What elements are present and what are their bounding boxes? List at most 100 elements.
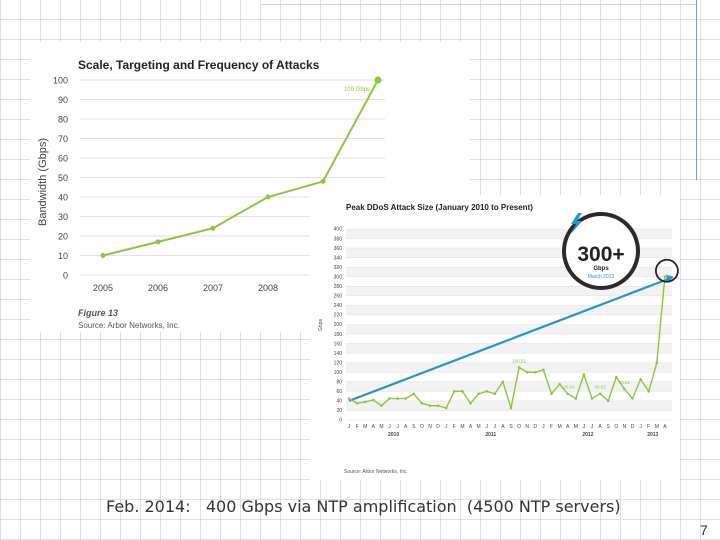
chart2-point: [355, 401, 359, 405]
chart2-month-label: J: [388, 424, 391, 430]
slide-top-rule: [262, 4, 696, 5]
chart2-month-label: A: [598, 424, 602, 430]
chart2-point: [558, 382, 561, 386]
chart2-point: [436, 404, 440, 407]
chart2-month-label: M: [574, 424, 578, 430]
chart2-grid-band: [346, 314, 672, 325]
chart2-month-label: A: [501, 424, 505, 430]
chart2-y-tick-label: 200: [334, 322, 343, 328]
chart2-point-label: 83.61: [619, 380, 631, 385]
chart1-x-tick-label: 2007: [203, 283, 223, 293]
chart2-y-tick-label: 100: [334, 370, 343, 376]
chart1-y-tick-label: 50: [58, 173, 68, 183]
chart2-grid-band: [346, 324, 672, 335]
chart2-month-label: J: [542, 424, 545, 430]
chart2-month-label: A: [663, 424, 667, 430]
chart1-x-tick-label: 2005: [93, 283, 113, 293]
chart2-month-label: S: [412, 424, 416, 430]
chart2-grid-band: [346, 295, 672, 306]
chart2-point-label: 86.02: [594, 385, 606, 390]
chart2-point: [566, 392, 569, 396]
chart2-month-label: J: [396, 424, 399, 430]
chart2-y-tick-label: 220: [334, 313, 343, 319]
chart1-title: Scale, Targeting and Frequency of Attack…: [78, 58, 320, 72]
chart2-grid-band: [346, 286, 672, 296]
chart2-month-label: D: [631, 424, 635, 430]
chart2-point: [412, 392, 416, 396]
chart2-y-tick-label: 0: [339, 418, 342, 424]
chart2-point: [615, 375, 618, 379]
chart1-point: [155, 239, 161, 245]
slide-caption: Feb. 2014: 400 Gbps via NTP amplificatio…: [106, 497, 621, 516]
chart2-badge-date: March 2013: [588, 274, 615, 280]
chart2-point: [501, 380, 505, 384]
chart2-point: [606, 399, 610, 403]
chart2-point: [363, 400, 367, 404]
chart2-month-label: M: [379, 424, 383, 430]
chart1-y-tick-label: 90: [58, 95, 68, 105]
chart2-month-label: J: [591, 424, 594, 430]
chart1-point: [374, 76, 382, 84]
chart2-series-line: [348, 276, 666, 409]
chart2-badge-unit: Gbps: [593, 266, 609, 272]
chart1-point: [265, 194, 271, 200]
chart2-y-tick-label: 340: [334, 255, 343, 261]
chart2-trend-arrowhead: [665, 274, 674, 283]
chart2-month-label: J: [494, 424, 497, 430]
chart1-series-line: [102, 79, 379, 257]
chart1-y-tick-label: 100: [53, 76, 68, 86]
chart2-grid-band: [346, 381, 672, 392]
chart2-grid-band: [346, 391, 672, 401]
chart2-y-tick-label: 20: [336, 408, 342, 414]
chart2-month-label: S: [607, 424, 611, 430]
chart2-month-label: F: [647, 424, 650, 430]
chart2-point: [453, 390, 456, 393]
chart2-highlight-ring: [654, 258, 679, 283]
chart2-month-label: O: [614, 424, 618, 430]
chart2-y-axis-label: Gbps: [318, 319, 324, 331]
chart2-month-label: J: [583, 424, 586, 430]
chart1-figure-label: Figure 13: [78, 308, 118, 318]
chart2-point: [388, 397, 391, 400]
chart2-year-label: 2012: [582, 432, 593, 438]
chart2-point: [404, 397, 407, 400]
chart2-point: [420, 401, 424, 405]
chart2-grid-band: [346, 248, 672, 258]
chart2-title: Peak DDoS Attack Size (January 2010 to P…: [346, 203, 533, 212]
chart2-month-label: F: [356, 424, 359, 430]
chart1-y-tick-label: 70: [58, 134, 68, 144]
chart1-y-tick-label: 20: [58, 232, 68, 242]
chart1-point: [100, 253, 106, 258]
chart2-point: [639, 378, 642, 381]
chart2-point: [485, 390, 488, 393]
slide-corner-rule: [696, 0, 697, 180]
chart2-point: [347, 397, 351, 400]
chart2-point: [574, 397, 578, 400]
chart2-point: [477, 392, 480, 396]
chart2-grid-band: [346, 229, 672, 239]
chart2-month-label: M: [655, 424, 659, 430]
chart2-month-label: D: [436, 424, 440, 430]
chart2-point: [380, 404, 383, 407]
chart2-month-label: O: [517, 424, 521, 430]
chart2-month-label: N: [623, 424, 627, 430]
chart2-month-label: A: [372, 424, 376, 430]
chart1-annotation: 100 Gbps: [344, 87, 370, 93]
chart2-y-tick-label: 300: [334, 274, 343, 280]
chart2-month-label: A: [566, 424, 570, 430]
chart2-grid-band: [346, 343, 672, 354]
chart1-point: [320, 178, 326, 184]
peak-ddos-chart-panel: Peak DDoS Attack Size (January 2010 to P…: [310, 195, 680, 480]
chart2-point-label: 100.04: [561, 385, 575, 390]
chart2-month-label: J: [348, 424, 351, 430]
chart2-point: [509, 406, 513, 410]
chart2-point: [582, 373, 586, 376]
chart2-y-tick-label: 80: [336, 380, 342, 386]
chart2-grid-band: [346, 219, 672, 229]
chart2-y-tick-label: 360: [334, 246, 343, 252]
chart2-y-tick-label: 260: [334, 294, 343, 300]
chart2-month-label: M: [363, 424, 367, 430]
chart2-point: [444, 406, 448, 410]
chart2-point: [428, 404, 432, 407]
chart2-point: [598, 392, 602, 396]
